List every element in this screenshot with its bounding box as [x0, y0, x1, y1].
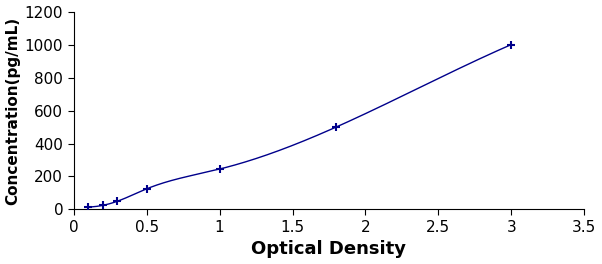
X-axis label: Optical Density: Optical Density — [252, 241, 406, 258]
Y-axis label: Concentration(pg/mL): Concentration(pg/mL) — [5, 16, 20, 205]
